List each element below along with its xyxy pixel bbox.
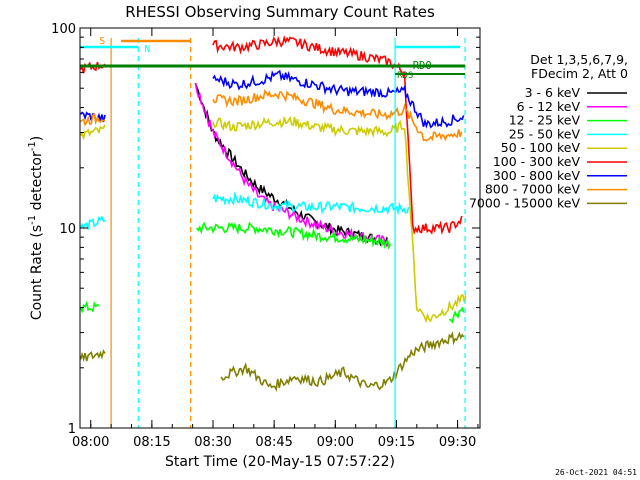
series-line-7000-15000-kev	[79, 330, 465, 393]
x-tick-label-3: 08:30	[194, 435, 231, 450]
y-axis-label-sup: -1	[27, 215, 38, 225]
legend-label-800-7000-kev: 800 - 7000 keV	[485, 182, 581, 197]
y-tick-label-3: 100	[51, 22, 76, 37]
saa-label: S	[99, 36, 105, 47]
y-axis-label-main: Count Rate (s	[29, 225, 45, 320]
y-axis-label-sup2: -1	[27, 141, 38, 151]
chart-title: RHESSI Observing Summary Count Rates	[125, 3, 435, 21]
plot-frame	[79, 27, 481, 429]
y-tick-label-2: 10	[59, 222, 76, 237]
render-timestamp: 26-Oct-2021 04:51	[555, 468, 637, 477]
series-line-12-25-kev	[79, 221, 465, 324]
legend-label-7000-15000-kev: 7000 - 15000 keV	[469, 195, 580, 210]
x-tick-label-1: 08:00	[72, 435, 109, 450]
legend-label-100-300-kev: 100 - 300 keV	[493, 154, 581, 169]
legend-label-12-25-kev: 12 - 25 keV	[509, 113, 581, 128]
y-axis-label-tail: detector	[29, 151, 45, 215]
legend-header-line-1: Det 1,3,5,6,7,9,	[530, 52, 628, 67]
series-line-800-7000-kev	[79, 88, 463, 142]
x-tick-label-2: 08:15	[133, 435, 170, 450]
x-axis-label: Start Time (20-May-15 07:57:22)	[165, 454, 395, 470]
night-label: N	[144, 44, 150, 55]
rds-label: RDS	[397, 71, 413, 81]
x-tick-label-6: 09:15	[378, 435, 415, 450]
y-axis-label-end: )	[29, 136, 45, 141]
legend-label-300-800-kev: 300 - 800 keV	[493, 168, 581, 183]
x-tick-label-7: 09:30	[439, 435, 476, 450]
x-tick-label-4: 08:45	[255, 435, 292, 450]
series-layer	[79, 35, 467, 393]
y-tick-label-1: 1	[68, 422, 76, 437]
decimation-label: RD0	[413, 60, 432, 72]
series-line-50-100-kev	[79, 116, 467, 324]
legend-label-3-6-kev: 3 - 6 keV	[525, 85, 581, 100]
legend: Det 1,3,5,6,7,9, FDecim 2, Att 0 3 - 6 k…	[469, 52, 628, 210]
axis-layer: 08:00 08:15 08:30 08:45 09:00 09:15 09:30 1 10 10…	[51, 22, 480, 450]
legend-header-line-2: FDecim 2, Att 0	[531, 66, 628, 81]
series-line-3-6-kev	[194, 82, 390, 247]
legend-label-6-12-kev: 6 - 12 keV	[517, 99, 581, 114]
series-line-6-12-kev	[194, 82, 389, 248]
series-line-25-50-kev	[79, 191, 410, 230]
legend-label-50-100-kev: 50 - 100 keV	[501, 140, 581, 155]
series-line-300-800-kev	[79, 69, 465, 129]
y-axis-label: Count Rate (s-1 detector-1)	[27, 136, 45, 320]
x-tick-label-5: 09:00	[317, 435, 354, 450]
legend-label-25-50-kev: 25 - 50 keV	[509, 126, 581, 141]
